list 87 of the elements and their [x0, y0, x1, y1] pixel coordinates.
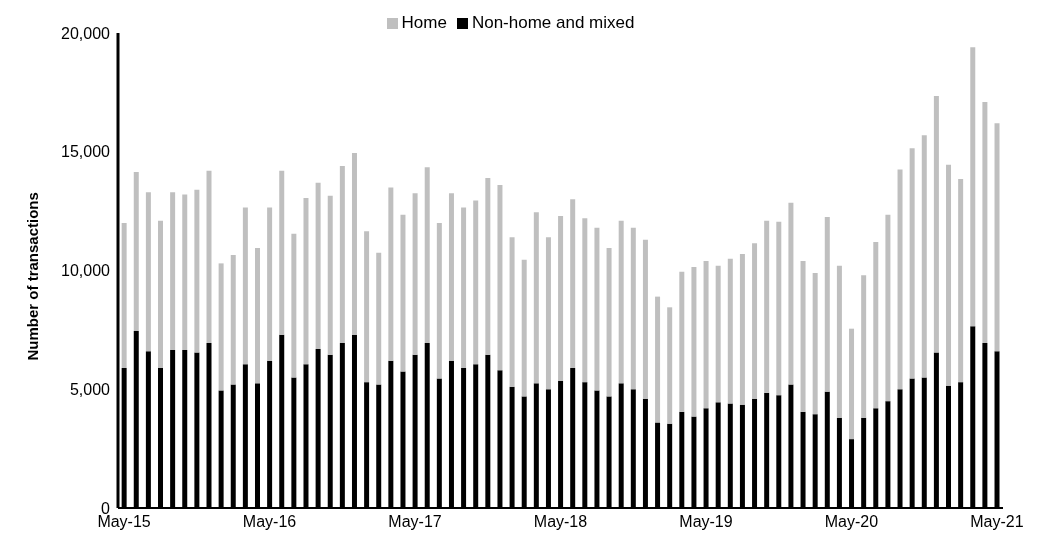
bar — [679, 271, 685, 412]
bar — [570, 199, 576, 368]
bar — [812, 272, 818, 415]
bar — [691, 266, 697, 417]
bar — [958, 179, 964, 383]
bar — [242, 207, 248, 365]
bar — [339, 166, 345, 343]
bar — [158, 220, 164, 368]
bar — [509, 237, 515, 387]
bar — [194, 189, 200, 353]
bar — [291, 233, 297, 378]
bar — [994, 123, 1000, 352]
bar — [788, 202, 794, 385]
legend-label: Home — [401, 13, 447, 32]
y-tick-label: 15,000 — [61, 143, 111, 161]
y-tick-label: 10,000 — [61, 262, 111, 280]
bar — [921, 135, 927, 378]
bar — [424, 167, 430, 343]
bar — [376, 252, 382, 385]
bar — [412, 193, 418, 355]
y-tick-label: 20,000 — [61, 24, 111, 42]
bar — [388, 187, 394, 361]
bar — [230, 255, 236, 385]
bar — [594, 227, 600, 391]
x-tick-label: May-18 — [533, 513, 588, 531]
bar — [182, 194, 188, 351]
bar — [970, 47, 976, 327]
bar — [630, 227, 636, 390]
bar — [448, 193, 454, 361]
bar — [715, 265, 721, 403]
bar — [849, 328, 855, 440]
bar — [739, 253, 745, 405]
bar — [824, 217, 830, 392]
bar — [582, 218, 588, 383]
bar — [327, 195, 333, 355]
x-tick-label: May-16 — [242, 513, 297, 531]
bar — [279, 170, 285, 335]
bar — [606, 247, 612, 397]
bar — [836, 265, 842, 418]
bar — [982, 101, 988, 343]
bar — [521, 259, 527, 397]
bar — [642, 239, 648, 399]
legend-label: Non-home and mixed — [471, 13, 635, 32]
bar — [909, 148, 915, 379]
bar — [485, 177, 491, 355]
bar — [727, 258, 733, 404]
x-tick-label: May-20 — [824, 513, 879, 531]
bar — [655, 296, 661, 423]
bar — [533, 212, 539, 384]
y-axis-title: Number of transactions — [24, 192, 42, 361]
bar — [946, 164, 952, 386]
bar — [133, 171, 139, 332]
x-tick-label: May-17 — [388, 513, 442, 531]
bar — [315, 182, 321, 349]
bar — [206, 170, 212, 343]
bar — [752, 243, 758, 399]
bar — [170, 192, 176, 351]
bar — [497, 185, 503, 371]
bar — [303, 198, 309, 365]
bar — [885, 214, 891, 402]
y-tick-label: 5,000 — [69, 380, 111, 398]
bar — [776, 221, 782, 396]
bar — [897, 169, 903, 390]
bar — [351, 152, 357, 335]
bar — [667, 307, 673, 424]
bar — [703, 261, 709, 409]
bar — [267, 207, 273, 361]
x-tick-label: May-21 — [970, 513, 1024, 531]
bar — [400, 214, 406, 372]
x-tick-label: May-19 — [679, 513, 733, 531]
bar — [436, 223, 442, 379]
bar — [461, 207, 467, 368]
bar — [121, 223, 127, 368]
x-tick-label: May-15 — [97, 513, 151, 531]
bar — [254, 247, 260, 384]
bar — [800, 261, 806, 412]
bar — [861, 275, 867, 418]
bar — [473, 200, 479, 365]
bar — [545, 237, 551, 390]
bar — [933, 95, 939, 353]
bar — [364, 231, 370, 383]
bar — [764, 220, 770, 393]
bar — [618, 220, 624, 384]
bar — [873, 242, 879, 409]
bar — [218, 263, 224, 391]
bar — [558, 215, 564, 381]
bar — [145, 192, 151, 352]
